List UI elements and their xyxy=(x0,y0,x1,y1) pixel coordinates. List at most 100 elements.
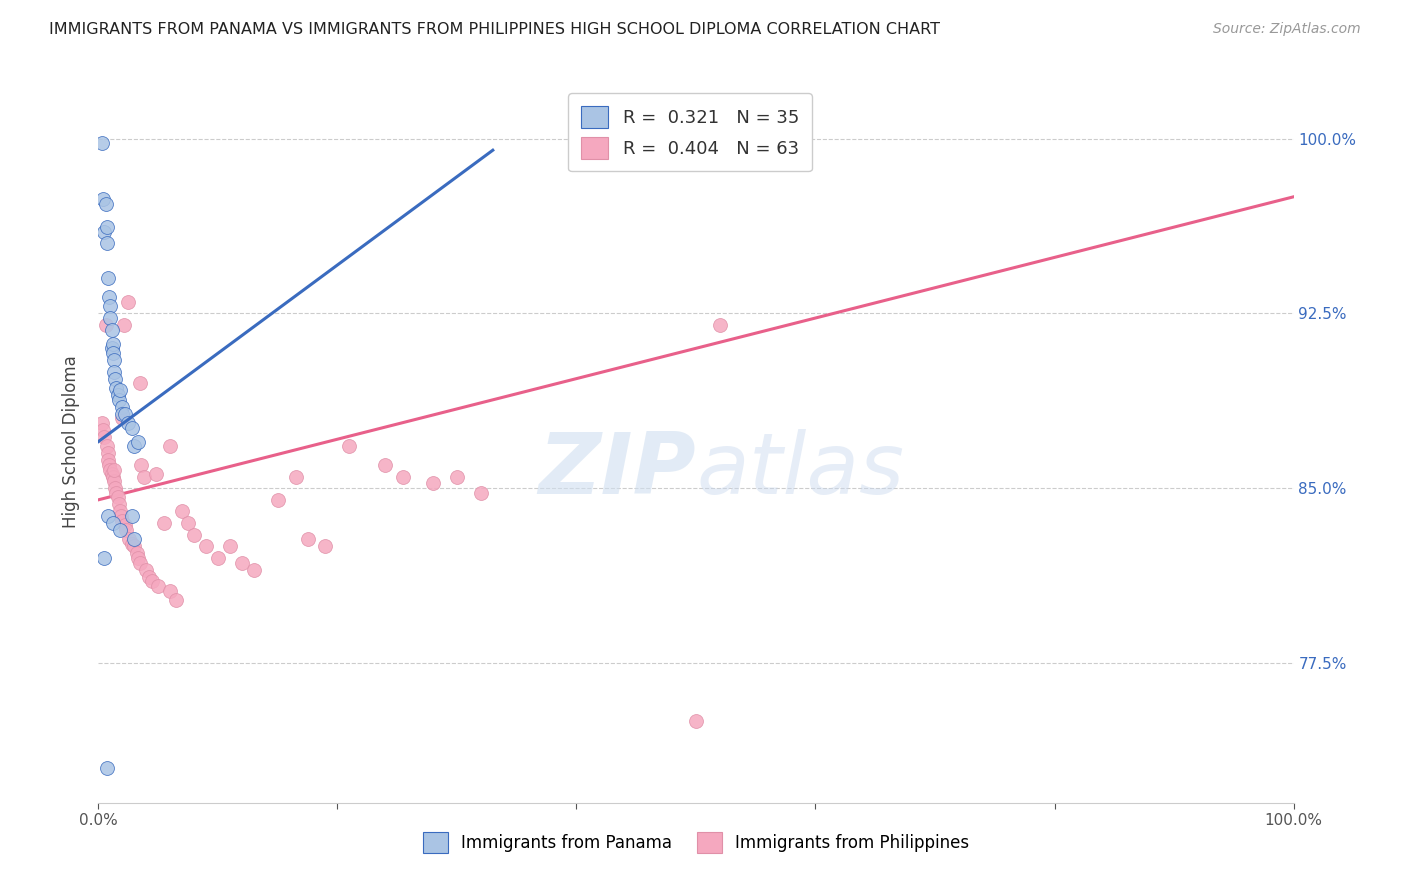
Point xyxy=(125,546,148,560)
Point xyxy=(132,469,155,483)
Point xyxy=(124,439,146,453)
Point xyxy=(103,474,125,488)
Point xyxy=(101,516,124,530)
Point xyxy=(105,381,128,395)
Point xyxy=(231,556,253,570)
Point xyxy=(108,523,131,537)
Point xyxy=(709,318,731,332)
Point xyxy=(98,462,122,476)
Point xyxy=(98,311,122,326)
Point xyxy=(94,318,117,332)
Point xyxy=(148,579,170,593)
Point xyxy=(100,341,122,355)
Point xyxy=(121,537,143,551)
Point xyxy=(117,416,139,430)
Point xyxy=(114,407,136,421)
Point xyxy=(97,446,120,460)
Point xyxy=(159,583,181,598)
Point xyxy=(103,462,125,476)
Text: ZIP: ZIP xyxy=(538,429,696,512)
Point xyxy=(93,225,115,239)
Point xyxy=(96,220,118,235)
Point xyxy=(111,400,134,414)
Point xyxy=(104,481,127,495)
Point xyxy=(100,467,122,482)
Point xyxy=(103,353,125,368)
Point xyxy=(111,411,134,425)
Point xyxy=(97,453,120,467)
Point xyxy=(96,439,118,453)
Point xyxy=(159,439,181,453)
Legend: Immigrants from Panama, Immigrants from Philippines: Immigrants from Panama, Immigrants from … xyxy=(416,826,976,860)
Point xyxy=(108,504,131,518)
Point xyxy=(96,761,118,775)
Point xyxy=(91,416,114,430)
Point xyxy=(195,540,218,554)
Point xyxy=(114,518,136,533)
Point xyxy=(111,514,134,528)
Point xyxy=(315,540,337,554)
Text: Source: ZipAtlas.com: Source: ZipAtlas.com xyxy=(1213,22,1361,37)
Point xyxy=(145,467,167,482)
Point xyxy=(297,533,319,547)
Point xyxy=(446,469,468,483)
Point xyxy=(107,498,129,512)
Point xyxy=(267,492,290,507)
Point xyxy=(112,318,135,332)
Point xyxy=(93,430,115,444)
Point xyxy=(127,551,149,566)
Point xyxy=(339,439,361,453)
Point xyxy=(94,196,117,211)
Point xyxy=(207,551,229,566)
Text: IMMIGRANTS FROM PANAMA VS IMMIGRANTS FROM PHILIPPINES HIGH SCHOOL DIPLOMA CORREL: IMMIGRANTS FROM PANAMA VS IMMIGRANTS FRO… xyxy=(49,22,941,37)
Point xyxy=(91,192,114,206)
Point xyxy=(108,384,131,398)
Point xyxy=(103,365,125,379)
Point xyxy=(100,323,122,337)
Point xyxy=(93,551,115,566)
Point xyxy=(219,540,242,554)
Point xyxy=(392,469,415,483)
Point xyxy=(98,458,121,472)
Point xyxy=(129,556,152,570)
Text: atlas: atlas xyxy=(696,429,904,512)
Point xyxy=(124,533,146,547)
Point xyxy=(101,346,124,360)
Point xyxy=(470,485,492,500)
Point xyxy=(118,533,141,547)
Point xyxy=(124,540,146,554)
Point xyxy=(243,563,266,577)
Point xyxy=(107,388,129,402)
Point xyxy=(98,299,122,313)
Point xyxy=(141,574,163,589)
Point xyxy=(98,290,121,304)
Point xyxy=(138,570,160,584)
Point xyxy=(117,294,139,309)
Point xyxy=(91,136,114,151)
Point xyxy=(153,516,176,530)
Point xyxy=(104,371,127,385)
Point xyxy=(101,469,124,483)
Point xyxy=(172,504,194,518)
Point xyxy=(121,420,143,434)
Point xyxy=(97,271,120,285)
Point xyxy=(131,458,153,472)
Point xyxy=(107,491,129,505)
Point xyxy=(115,523,138,537)
Point xyxy=(177,516,200,530)
Point xyxy=(422,476,444,491)
Point xyxy=(110,509,132,524)
Point xyxy=(96,236,118,251)
Point xyxy=(129,376,152,391)
Point xyxy=(97,509,120,524)
Point xyxy=(91,423,114,437)
Point xyxy=(111,407,134,421)
Point xyxy=(165,593,187,607)
Point xyxy=(105,485,128,500)
Point xyxy=(121,509,143,524)
Point xyxy=(374,458,396,472)
Point xyxy=(107,392,129,407)
Point xyxy=(127,434,149,449)
Point xyxy=(685,714,707,729)
Y-axis label: High School Diploma: High School Diploma xyxy=(62,355,80,528)
